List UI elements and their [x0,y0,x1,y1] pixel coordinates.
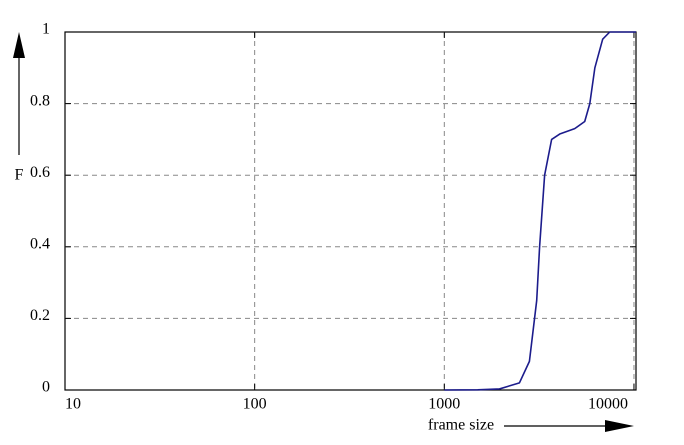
x-tick-label: 1000 [428,396,460,413]
x-tick-label: 10000 [588,396,628,413]
y-tick-label: 0.6 [30,164,50,181]
y-tick-label: 0.8 [30,92,50,109]
plot-frame [64,31,637,391]
x-axis-label: frame size [428,417,494,434]
y-tick-label: 0 [42,379,50,396]
x-tick-label: 10 [65,396,81,413]
x-tick-label: 100 [243,396,267,413]
y-axis-label: F [15,167,24,184]
data-line [444,31,636,391]
x-arrow-head [605,420,634,432]
y-tick-label: 0.2 [30,307,50,324]
y-arrow-head [13,32,25,58]
y-tick-label: 1 [42,21,50,38]
y-tick-label: 0.4 [30,235,50,252]
